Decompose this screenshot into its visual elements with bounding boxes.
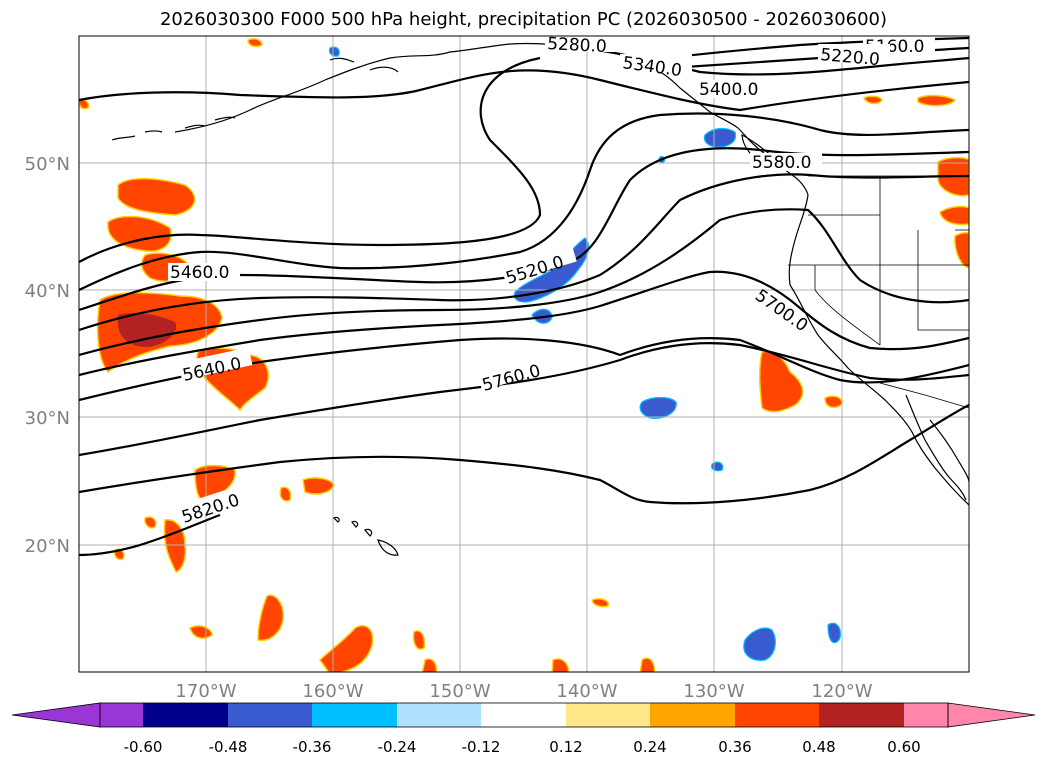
lon-label-150w: 150°W (429, 681, 490, 702)
contour-line (79, 513, 221, 557)
colorbar-segment (904, 703, 948, 727)
colorbar-segment (566, 703, 650, 727)
california-coast (789, 284, 969, 506)
contour-line (79, 112, 969, 291)
lat-label-20n: 20°N (25, 536, 70, 557)
coastlines (111, 42, 969, 556)
map-frame (78, 35, 970, 673)
colorbar-tick: -0.48 (209, 738, 248, 756)
longitude-labels: 170°W 160°W 150°W 140°W 130°W 120°W (175, 681, 872, 702)
lon-label-140w: 140°W (556, 681, 617, 702)
lat-label-40n: 40°N (25, 281, 70, 302)
contour-label: 5460.0 (170, 263, 229, 283)
precip-area (328, 46, 340, 57)
contour-label: 5400.0 (699, 80, 758, 100)
colorbar-extend-low (11, 702, 101, 728)
lat-label-50n: 50°N (25, 154, 70, 175)
lon-label-160w: 160°W (302, 681, 363, 702)
precip-area (591, 598, 609, 608)
precip-area (703, 127, 737, 148)
colorbar-segment (228, 703, 312, 727)
colorbar-segment (312, 703, 397, 727)
precip-area (247, 38, 263, 48)
contour-line (79, 208, 969, 357)
colorbar-segment (819, 703, 904, 727)
colorbar-tick-labels: -0.60 -0.48 -0.36 -0.24 -0.12 0.12 0.24 … (124, 738, 921, 756)
precip-area (107, 215, 172, 252)
precip-area (862, 95, 883, 105)
precip-area (302, 477, 335, 495)
contour-line (79, 404, 969, 505)
colorbar-tick: -0.36 (293, 738, 332, 756)
precip-area (79, 98, 90, 110)
precip-area (827, 622, 841, 644)
precip-area (939, 205, 969, 226)
colorbar-tick: -0.12 (462, 738, 501, 756)
precip-area (194, 464, 236, 502)
colorbar-segment (143, 703, 228, 727)
us-mexico-border (879, 382, 969, 409)
colorbar-tick: 0.24 (633, 738, 666, 756)
contour-line (79, 173, 969, 332)
colorbar-tick: 0.48 (802, 738, 835, 756)
contour-line (79, 337, 969, 402)
colorbar-tick: 0.36 (718, 738, 751, 756)
colorbar: -0.60 -0.48 -0.36 -0.24 -0.12 0.12 0.24 … (11, 702, 1036, 756)
precip-area (421, 658, 438, 672)
precip-area (551, 658, 570, 672)
precip-area (163, 519, 187, 573)
precip-area (257, 594, 284, 642)
contour-line (79, 69, 969, 112)
state-lines (788, 176, 969, 346)
colorbar-tick: -0.60 (124, 738, 163, 756)
colorbar-extend-high (947, 702, 1036, 728)
lon-label-130w: 130°W (683, 681, 744, 702)
precip-area (758, 350, 804, 413)
precip-area (711, 461, 724, 472)
colorbar-segment (650, 703, 735, 727)
contour-label: 5580.0 (752, 153, 811, 173)
contour-line (79, 342, 969, 457)
contour-label: 5280.0 (547, 34, 607, 57)
precip-area (824, 395, 843, 409)
lat-label-30n: 30°N (25, 408, 70, 429)
precip-area (412, 630, 426, 650)
precip-area (743, 627, 776, 661)
precip-area (279, 486, 292, 502)
precip-area (639, 657, 656, 672)
figure-title: 2026030300 F000 500 hPa height, precipit… (159, 9, 888, 30)
height-contours (79, 36, 969, 557)
alaska-islands (111, 57, 399, 141)
baja-peninsula (905, 394, 967, 501)
colorbar-segment (481, 703, 566, 727)
colorbar-tick: 0.60 (887, 738, 920, 756)
colorbar-tick: 0.12 (549, 738, 582, 756)
precip-area (144, 516, 157, 529)
colorbar-segment (100, 703, 143, 727)
precip-area (639, 396, 677, 419)
colorbar-tick: -0.24 (378, 738, 417, 756)
hawaii-islands (332, 516, 399, 556)
lon-label-170w: 170°W (175, 681, 236, 702)
colorbar-segment (397, 703, 481, 727)
gulf-coast (929, 419, 969, 483)
contour-line (79, 270, 969, 377)
lon-label-120w: 120°W (811, 681, 872, 702)
precip-area (954, 231, 969, 269)
precip-area (917, 94, 957, 107)
colorbar-segment (735, 703, 819, 727)
contour-line (79, 56, 542, 263)
precip-area (117, 177, 196, 216)
precip-area (117, 312, 177, 348)
latitude-labels: 50°N 40°N 30°N 20°N (25, 154, 70, 557)
